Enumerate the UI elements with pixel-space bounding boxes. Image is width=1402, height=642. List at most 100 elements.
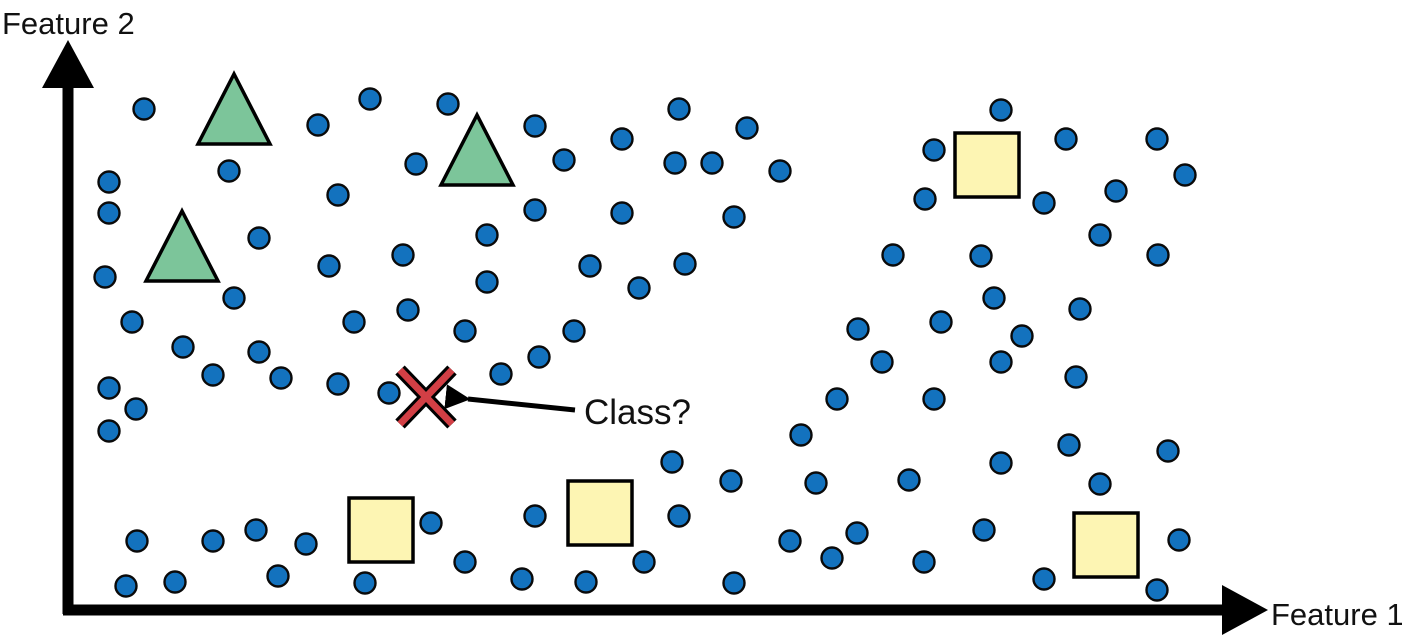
unlabeled-point xyxy=(163,570,187,594)
class-b-square xyxy=(347,496,415,564)
unlabeled-point xyxy=(1057,433,1081,457)
unlabeled-point xyxy=(342,310,366,334)
query-label: Class? xyxy=(584,393,691,432)
unlabeled-point xyxy=(1104,179,1128,203)
unlabeled-point xyxy=(1032,191,1056,215)
unlabeled-point xyxy=(989,98,1013,122)
y-axis-arrowhead xyxy=(42,40,94,88)
unlabeled-point xyxy=(735,116,759,140)
unlabeled-point xyxy=(353,571,377,595)
unlabeled-point xyxy=(306,113,330,137)
unlabeled-point xyxy=(124,397,148,421)
unlabeled-point xyxy=(120,310,144,334)
unlabeled-point xyxy=(552,148,576,172)
unlabeled-point xyxy=(419,511,443,535)
unlabeled-point xyxy=(719,469,743,493)
unlabeled-point xyxy=(132,97,156,121)
unlabeled-point xyxy=(1088,223,1112,247)
unlabeled-point xyxy=(510,567,534,591)
class-a-triangle xyxy=(143,207,221,283)
unlabeled-point xyxy=(266,564,290,588)
unlabeled-point xyxy=(922,387,946,411)
unlabeled-point xyxy=(171,335,195,359)
class-a-triangles xyxy=(143,70,516,283)
unlabeled-point xyxy=(475,223,499,247)
unlabeled-point xyxy=(1032,567,1056,591)
unlabeled-point xyxy=(269,366,293,390)
unlabeled-point xyxy=(778,529,802,553)
unlabeled-points xyxy=(93,87,1197,602)
unlabeled-point xyxy=(1088,472,1112,496)
unlabeled-point xyxy=(523,114,547,138)
unlabeled-point xyxy=(1068,297,1092,321)
unlabeled-point xyxy=(804,471,828,495)
unlabeled-point xyxy=(660,450,684,474)
unlabeled-point xyxy=(201,529,225,553)
unlabeled-point xyxy=(326,372,350,396)
unlabeled-point xyxy=(1010,324,1034,348)
class-b-square xyxy=(1072,511,1140,579)
x-axis-arrowhead xyxy=(1222,585,1268,635)
unlabeled-point xyxy=(768,159,792,183)
class-a-triangle xyxy=(438,111,516,187)
unlabeled-point xyxy=(523,198,547,222)
unlabeled-point xyxy=(436,92,460,116)
unlabeled-point xyxy=(1064,365,1088,389)
unlabeled-point xyxy=(358,87,382,111)
unlabeled-point xyxy=(825,387,849,411)
unlabeled-point xyxy=(610,201,634,225)
unlabeled-point xyxy=(913,187,937,211)
unlabeled-point xyxy=(114,574,138,598)
unlabeled-point xyxy=(673,252,697,276)
unlabeled-point xyxy=(610,127,634,151)
query-point: Class? xyxy=(395,365,691,432)
axes: Feature 2 Feature 1 xyxy=(2,6,1402,635)
unlabeled-point xyxy=(404,152,428,176)
unlabeled-point xyxy=(912,550,936,574)
unlabeled-point xyxy=(97,419,121,443)
callout-arrow xyxy=(444,384,576,413)
unlabeled-point xyxy=(989,350,1013,374)
unlabeled-point xyxy=(1173,163,1197,187)
unlabeled-point xyxy=(897,468,921,492)
unlabeled-point xyxy=(97,201,121,225)
unlabeled-point xyxy=(453,319,477,343)
unlabeled-point xyxy=(1156,439,1180,463)
unlabeled-point xyxy=(97,170,121,194)
class-a-triangle xyxy=(195,70,273,146)
unlabeled-point xyxy=(247,226,271,250)
unlabeled-point xyxy=(97,376,121,400)
unlabeled-point xyxy=(562,319,586,343)
unlabeled-point xyxy=(1145,578,1169,602)
unlabeled-point xyxy=(396,298,420,322)
cross-icon xyxy=(395,365,457,429)
unlabeled-point xyxy=(1145,127,1169,151)
unlabeled-point xyxy=(663,151,687,175)
unlabeled-point xyxy=(1054,127,1078,151)
unlabeled-point xyxy=(222,286,246,310)
unlabeled-point xyxy=(982,286,1006,310)
unlabeled-point xyxy=(391,243,415,267)
unlabeled-point xyxy=(578,254,602,278)
unlabeled-point xyxy=(377,381,401,405)
unlabeled-point xyxy=(247,340,271,364)
unlabeled-point xyxy=(846,317,870,341)
unlabeled-point xyxy=(317,254,341,278)
unlabeled-point xyxy=(125,529,149,553)
unlabeled-point xyxy=(527,345,551,369)
x-axis-title: Feature 1 xyxy=(1271,597,1402,632)
unlabeled-point xyxy=(989,451,1013,475)
unlabeled-point xyxy=(475,270,499,294)
unlabeled-point xyxy=(489,362,513,386)
class-b-squares xyxy=(347,131,1140,579)
unlabeled-point xyxy=(700,151,724,175)
unlabeled-point xyxy=(870,350,894,374)
unlabeled-point xyxy=(972,518,996,542)
y-axis-title: Feature 2 xyxy=(2,6,135,41)
unlabeled-point xyxy=(881,243,905,267)
unlabeled-point xyxy=(722,205,746,229)
unlabeled-point xyxy=(789,423,813,447)
unlabeled-point xyxy=(93,265,117,289)
unlabeled-point xyxy=(969,244,993,268)
